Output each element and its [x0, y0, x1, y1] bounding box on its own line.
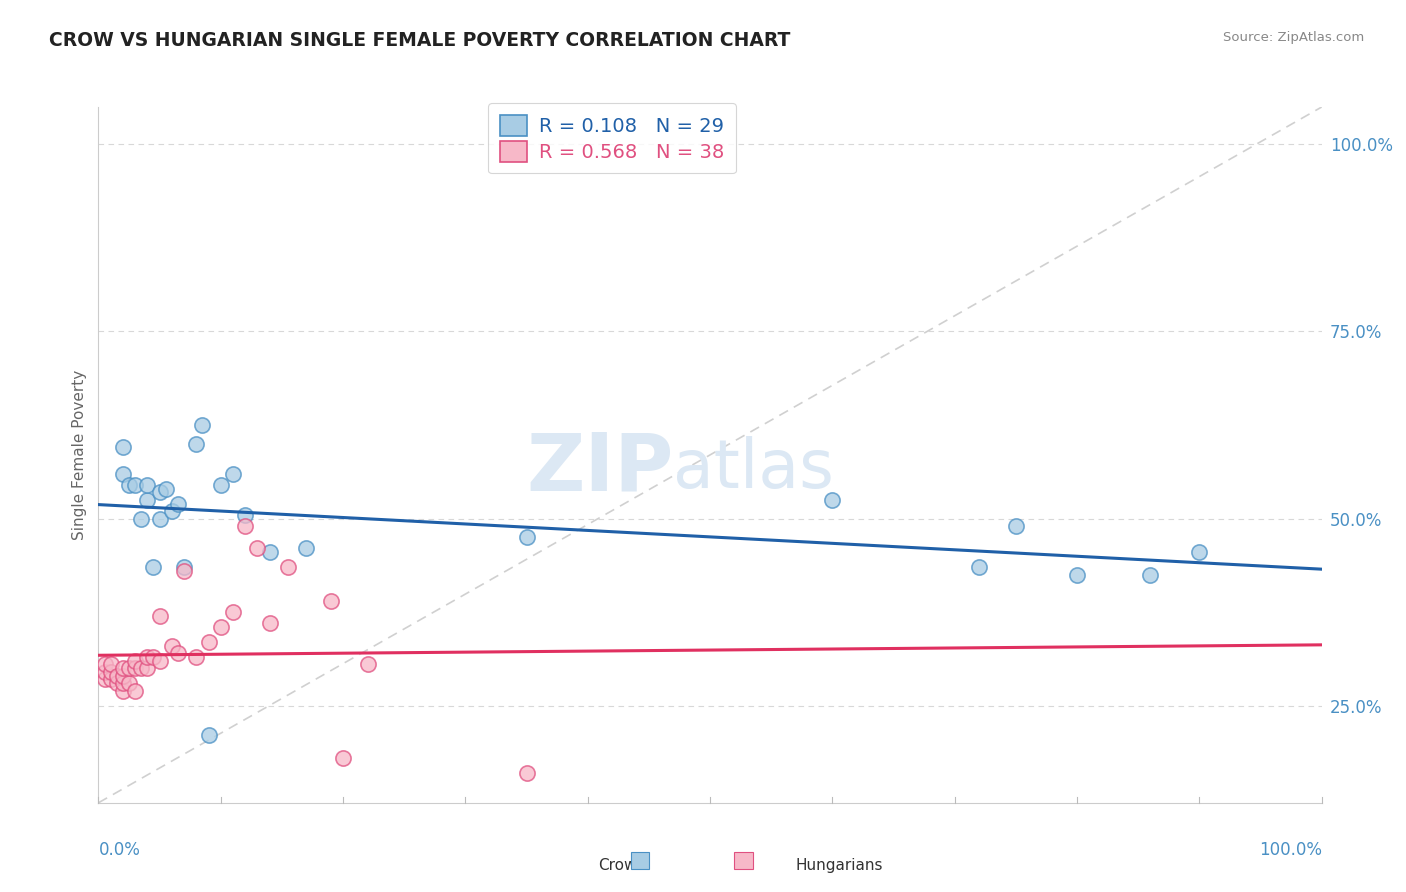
Point — [100, 665, 122, 679]
Point — [160, 639, 183, 653]
Point — [155, 482, 177, 496]
Point — [1066, 567, 1088, 582]
Text: Source: ZipAtlas.com: Source: ZipAtlas.com — [1223, 31, 1364, 45]
Point — [356, 657, 378, 672]
Point — [1004, 519, 1026, 533]
FancyBboxPatch shape — [630, 852, 650, 869]
Text: 100.0%: 100.0% — [1258, 841, 1322, 859]
Point — [173, 560, 195, 574]
Point — [277, 560, 299, 574]
Point — [209, 478, 232, 492]
Text: CROW VS HUNGARIAN SINGLE FEMALE POVERTY CORRELATION CHART: CROW VS HUNGARIAN SINGLE FEMALE POVERTY … — [49, 31, 790, 50]
FancyBboxPatch shape — [734, 852, 752, 869]
Point — [186, 649, 208, 664]
Point — [160, 504, 183, 518]
Point — [332, 751, 354, 765]
Point — [515, 530, 537, 544]
Point — [136, 649, 159, 664]
Point — [111, 676, 134, 690]
Point — [105, 676, 128, 690]
Point — [149, 654, 172, 668]
Point — [136, 478, 159, 492]
Point — [246, 541, 269, 556]
Point — [319, 594, 342, 608]
Point — [191, 417, 214, 432]
Point — [124, 654, 146, 668]
Point — [93, 665, 115, 679]
Point — [259, 545, 281, 559]
Text: 0.0%: 0.0% — [98, 841, 141, 859]
Point — [118, 676, 141, 690]
Point — [100, 657, 122, 672]
Point — [111, 661, 134, 675]
Point — [93, 657, 115, 672]
Point — [124, 478, 146, 492]
Point — [233, 519, 256, 533]
Point — [142, 649, 165, 664]
Point — [197, 729, 219, 743]
Point — [111, 683, 134, 698]
Point — [1188, 545, 1211, 559]
Point — [149, 485, 172, 500]
Point — [142, 560, 165, 574]
Point — [118, 661, 141, 675]
Point — [136, 492, 159, 507]
Point — [93, 673, 115, 687]
Point — [111, 467, 134, 481]
Point — [197, 635, 219, 649]
Point — [173, 564, 195, 578]
Point — [124, 661, 146, 675]
Point — [118, 478, 141, 492]
Point — [167, 646, 190, 660]
Y-axis label: Single Female Poverty: Single Female Poverty — [72, 370, 87, 540]
Point — [515, 765, 537, 780]
Point — [167, 497, 190, 511]
Point — [124, 683, 146, 698]
Text: Crow: Crow — [598, 858, 637, 873]
Point — [233, 508, 256, 522]
Point — [821, 492, 844, 507]
Point — [222, 605, 245, 619]
Point — [1139, 567, 1161, 582]
Point — [259, 616, 281, 631]
Point — [111, 668, 134, 682]
Text: atlas: atlas — [673, 436, 834, 502]
Point — [186, 436, 208, 450]
Text: ZIP: ZIP — [526, 430, 673, 508]
Point — [105, 668, 128, 682]
Point — [149, 608, 172, 623]
Point — [100, 673, 122, 687]
Point — [111, 441, 134, 455]
Point — [209, 620, 232, 634]
Point — [129, 661, 152, 675]
Legend: R = 0.108   N = 29, R = 0.568   N = 38: R = 0.108 N = 29, R = 0.568 N = 38 — [488, 103, 735, 173]
Point — [222, 467, 245, 481]
Point — [129, 511, 152, 525]
Text: Hungarians: Hungarians — [796, 858, 883, 873]
Point — [967, 560, 990, 574]
Point — [149, 511, 172, 525]
Point — [295, 541, 318, 556]
Point — [136, 661, 159, 675]
